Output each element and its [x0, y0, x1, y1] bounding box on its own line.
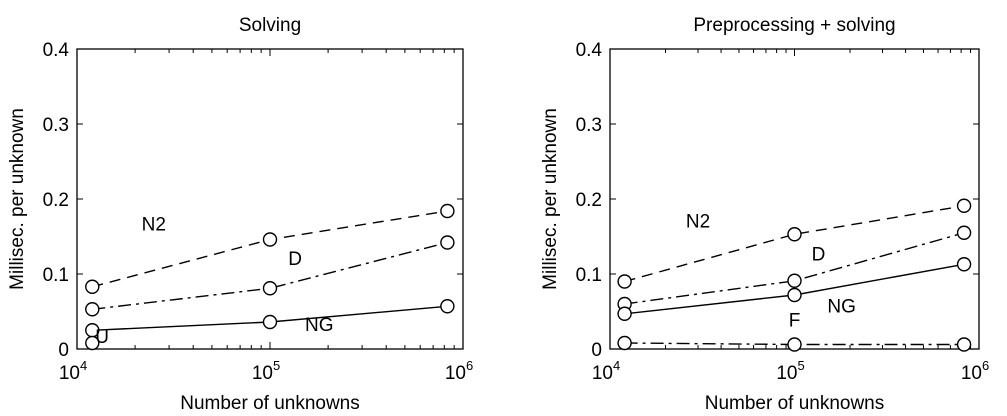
series-label: N2 [686, 212, 710, 233]
series-line-n2 [624, 205, 965, 283]
x-tick-base: 10 [961, 363, 982, 384]
x-axis-label: Number of unknowns [705, 393, 885, 414]
data-point-d [440, 235, 455, 250]
data-point-ng [787, 287, 802, 303]
series-label: NG [305, 315, 334, 336]
x-tick-exponent: 4 [80, 358, 87, 373]
x-tick-base: 10 [592, 363, 613, 384]
series-label: U [95, 327, 109, 348]
data-point-f [956, 337, 972, 352]
chart-title: Preprocessing + solving [693, 15, 895, 36]
series-label: N2 [142, 215, 166, 236]
data-point-n2 [440, 203, 455, 219]
data-point-n2 [787, 227, 802, 242]
x-tick-label: 105 [776, 358, 804, 384]
y-tick-label: 0.4 [43, 40, 70, 61]
chart-title: Solving [239, 15, 301, 36]
data-point-ng [440, 299, 455, 314]
data-point-d [787, 273, 802, 288]
data-point-u [85, 335, 100, 351]
series-label: F [789, 311, 801, 332]
y-tick-label: 0 [58, 340, 69, 361]
x-axis-label: Number of unknowns [180, 393, 360, 414]
data-point-d [956, 225, 972, 240]
series-line-d [624, 232, 965, 305]
x-tick-exponent: 5 [273, 358, 280, 373]
y-axis-label: Millisec. per unknown [540, 108, 561, 290]
plot-frame [609, 48, 980, 350]
data-point-n2 [85, 279, 100, 294]
x-tick-label: 106 [445, 358, 473, 384]
series-label: D [812, 245, 826, 266]
data-point-n2 [262, 232, 278, 247]
x-tick-label: 104 [59, 358, 87, 384]
y-tick-label: 0 [591, 340, 602, 361]
x-tick-exponent: 4 [613, 358, 620, 373]
data-point-ng [617, 306, 632, 321]
data-point-n2 [956, 198, 972, 213]
series-line-d [92, 241, 448, 310]
y-tick-label: 0.2 [43, 190, 69, 211]
data-point-d [85, 302, 100, 317]
y-tick-label: 0.3 [43, 115, 69, 136]
series-label: NG [827, 296, 856, 317]
y-axis-label: Millisec. per unknown [7, 108, 28, 290]
data-point-f [787, 337, 802, 352]
y-tick-label: 0.1 [43, 265, 69, 286]
y-tick-label: 0.4 [576, 40, 603, 61]
x-tick-base: 10 [776, 363, 797, 384]
y-tick-label: 0.3 [576, 115, 602, 136]
x-tick-base: 10 [445, 363, 466, 384]
x-tick-exponent: 5 [797, 358, 804, 373]
plot-frame [76, 48, 464, 350]
x-tick-label: 106 [961, 358, 989, 384]
data-point-n2 [617, 274, 632, 289]
x-tick-label: 105 [252, 358, 280, 384]
x-tick-base: 10 [59, 363, 80, 384]
series-line-f [624, 342, 965, 346]
y-tick-label: 0.1 [576, 265, 602, 286]
data-point-d [262, 281, 278, 296]
data-point-ng [956, 257, 972, 272]
data-point-f [617, 335, 632, 351]
series-label: D [288, 249, 302, 270]
x-tick-exponent: 6 [466, 358, 473, 373]
x-tick-exponent: 6 [982, 358, 989, 373]
y-tick-label: 0.2 [576, 190, 602, 211]
x-tick-label: 104 [592, 358, 620, 384]
x-tick-base: 10 [252, 363, 273, 384]
data-point-ng [262, 314, 278, 330]
